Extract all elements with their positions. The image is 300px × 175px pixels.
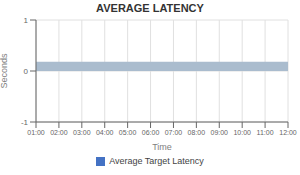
svg-text:-1: -1	[21, 118, 29, 127]
svg-text:03:00: 03:00	[73, 129, 91, 136]
svg-text:07:00: 07:00	[165, 129, 183, 136]
svg-text:02:00: 02:00	[50, 129, 68, 136]
svg-text:Seconds: Seconds	[8, 53, 9, 89]
svg-text:09:00: 09:00	[211, 129, 229, 136]
svg-text:0: 0	[24, 67, 29, 76]
svg-text:11:00: 11:00	[257, 129, 274, 136]
svg-text:10:00: 10:00	[233, 129, 251, 136]
svg-text:1: 1	[24, 16, 29, 25]
svg-text:08:00: 08:00	[188, 129, 206, 136]
html-text:Average Target Latency: Average Target Latency	[109, 156, 204, 166]
svg-text:06:00: 06:00	[142, 129, 160, 136]
html-text:AVERAGE LATENCY: AVERAGE LATENCY	[96, 2, 204, 14]
svg-text:12:00: 12:00	[279, 129, 292, 136]
svg-text:01:00: 01:00	[27, 129, 45, 136]
svg-text:Time: Time	[152, 142, 172, 150]
svg-text:04:00: 04:00	[96, 129, 114, 136]
svg-text:05:00: 05:00	[119, 129, 137, 136]
